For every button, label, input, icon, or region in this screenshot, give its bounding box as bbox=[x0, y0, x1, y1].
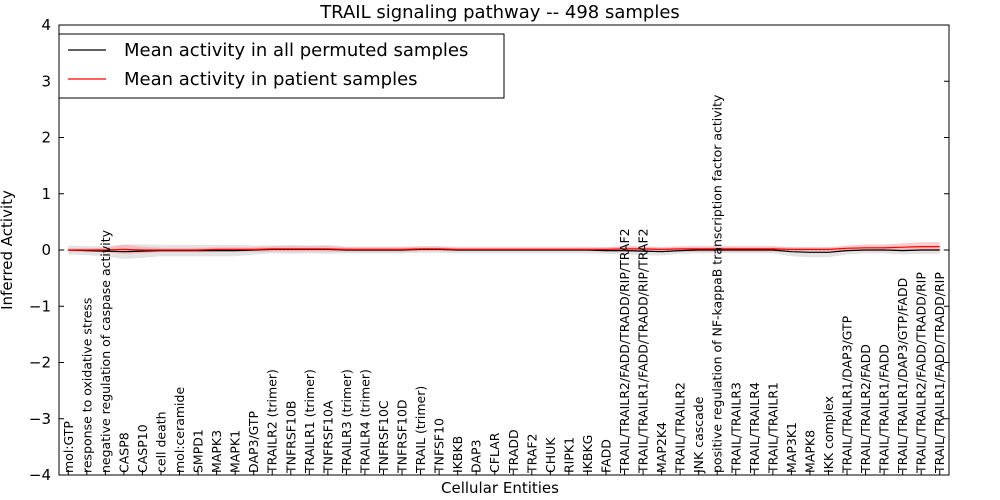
y-tick-label: 4 bbox=[41, 16, 51, 34]
x-category-label: MAP2K4 bbox=[654, 422, 669, 473]
x-category-label: TNFRSF10A bbox=[320, 400, 335, 474]
legend-label-permuted: Mean activity in all permuted samples bbox=[124, 40, 468, 61]
x-category-label: TRAIL/TRAILR2 bbox=[673, 382, 688, 474]
y-tick-label: 0 bbox=[41, 241, 51, 259]
y-axis: −4 −3 −2 −1 0 1 2 3 4 bbox=[29, 16, 949, 484]
x-category-label: TRAIL/TRAILR2/FADD/TRADD/RIP/TRAF2 bbox=[617, 228, 632, 474]
x-category-label: TNFRSF10B bbox=[283, 401, 298, 474]
x-category-label: TRAIL/TRAILR4 bbox=[747, 382, 762, 474]
x-category-label: MAPK3 bbox=[209, 430, 224, 473]
x-category-label: CFLAR bbox=[487, 432, 502, 473]
y-tick-label: 1 bbox=[41, 185, 51, 203]
x-category-label: SMPD1 bbox=[191, 429, 206, 473]
y-tick-label: −4 bbox=[29, 466, 51, 484]
x-category-label: mol:GTP bbox=[61, 421, 76, 473]
band-permuted bbox=[68, 244, 940, 259]
x-category-label: TRAIL/TRAILR1 bbox=[765, 382, 780, 474]
x-category-label: TRAIL/TRAILR1/DAP3/GTP/FADD bbox=[895, 278, 910, 474]
x-category-label: TRAIL/TRAILR1/FADD bbox=[877, 344, 892, 474]
x-category-label: TRAIL/TRAILR2/FADD/TRADD/RIP bbox=[914, 272, 929, 474]
x-category-label: positive regulation of NF-kappaB transcr… bbox=[710, 94, 725, 473]
x-category-label: TRAILR4 (trimer) bbox=[357, 369, 372, 474]
x-category-label: TRAF2 bbox=[524, 433, 539, 474]
x-category-label: TRAIL/TRAILR3 bbox=[728, 382, 743, 474]
x-category-label: JNK cascade bbox=[691, 396, 706, 474]
x-category-label: TRAIL/TRAILR1/FADD/TRADD/RIP/TRAF2 bbox=[636, 228, 651, 474]
x-category-label: TRAIL/TRAILR1/DAP3/GTP bbox=[840, 315, 855, 474]
x-axis: mol:GTP response to oxidative stress negat… bbox=[61, 94, 947, 475]
x-category-label: MAPK1 bbox=[228, 430, 243, 473]
legend-box bbox=[58, 33, 505, 99]
x-category-label: DAP3 bbox=[469, 440, 484, 473]
x-category-label: TRAIL/TRAILR2/FADD bbox=[858, 344, 873, 474]
y-tick-label: 2 bbox=[41, 129, 51, 147]
x-category-label: CHUK bbox=[543, 437, 558, 473]
x-category-label: TNFRSF10D bbox=[395, 399, 410, 474]
line-patient-mean bbox=[68, 246, 940, 251]
y-tick-label: −1 bbox=[29, 297, 51, 315]
x-category-label: IKK complex bbox=[821, 396, 836, 473]
x-category-label: TRAIL/TRAILR1/FADD/TRADD/RIP bbox=[932, 272, 947, 474]
x-category-label: IKBKG bbox=[580, 435, 595, 473]
x-category-label: MAPK8 bbox=[802, 430, 817, 473]
x-category-label: TRAILR1 (trimer) bbox=[302, 369, 317, 474]
x-category-label: RIPK1 bbox=[561, 437, 576, 473]
x-category-label: TNFRSF10C bbox=[376, 400, 391, 474]
x-category-label: TRAIL (trimer) bbox=[413, 386, 428, 474]
x-category-label: IKBKB bbox=[450, 436, 465, 473]
y-axis-label: Inferred Activity bbox=[0, 190, 16, 310]
x-category-label: cell death bbox=[154, 411, 169, 473]
x-category-label: TRAILR3 (trimer) bbox=[339, 369, 354, 474]
y-tick-label: −2 bbox=[29, 354, 51, 372]
legend: Mean activity in all permuted samples Me… bbox=[58, 33, 505, 99]
x-category-label: TNFSF10 bbox=[432, 418, 447, 474]
band-patient bbox=[68, 242, 940, 254]
y-tick-label: 3 bbox=[41, 72, 51, 90]
x-category-label: TRADD bbox=[506, 429, 521, 474]
x-category-label: mol:ceramide bbox=[172, 387, 187, 473]
confidence-bands bbox=[68, 242, 940, 259]
x-category-label: FADD bbox=[599, 439, 614, 473]
x-category-label: negative regulation of caspase activity bbox=[98, 229, 113, 473]
y-tick-label: −3 bbox=[29, 410, 51, 428]
x-axis-label: Cellular Entities bbox=[441, 479, 559, 497]
x-category-label: response to oxidative stress bbox=[79, 298, 94, 473]
x-category-label: MAP3K1 bbox=[784, 422, 799, 473]
x-category-label: CASP10 bbox=[135, 424, 150, 473]
x-category-label: TRAILR2 (trimer) bbox=[265, 369, 280, 474]
legend-label-patient: Mean activity in patient samples bbox=[124, 69, 418, 90]
plot-frame bbox=[58, 24, 950, 476]
series-lines bbox=[68, 246, 940, 253]
x-category-label: DAP3/GTP bbox=[246, 410, 261, 473]
chart-title: TRAIL signaling pathway -- 498 samples bbox=[319, 2, 680, 23]
x-category-label: CASP8 bbox=[116, 432, 131, 473]
